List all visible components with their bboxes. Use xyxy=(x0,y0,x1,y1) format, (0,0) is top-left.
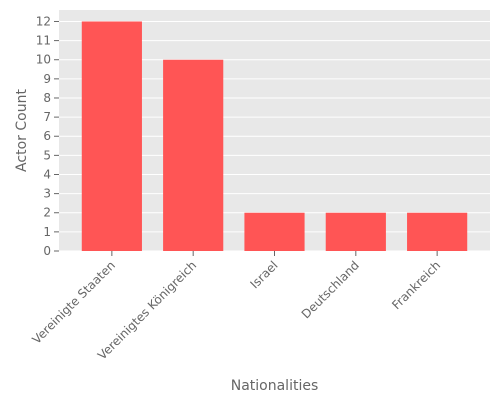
y-tick-label: 2 xyxy=(43,206,51,220)
y-tick-label: 6 xyxy=(43,129,51,143)
y-tick-label: 1 xyxy=(43,225,51,239)
x-tick-label: Israel xyxy=(248,258,281,291)
bars xyxy=(81,21,468,251)
y-axis-label: Actor Count xyxy=(14,89,30,172)
y-tick-label: 3 xyxy=(43,187,51,201)
bar-0 xyxy=(81,21,142,251)
y-tick-label: 9 xyxy=(43,72,51,86)
x-tick-label: Frankreich xyxy=(389,258,443,312)
x-tick-label: Deutschland xyxy=(299,258,362,321)
y-tick-label: 5 xyxy=(43,148,51,162)
y-tick-label: 0 xyxy=(43,244,51,258)
bar-3 xyxy=(325,212,386,251)
x-tick-label: Vereinigte Staaten xyxy=(29,258,118,347)
x-axis-label: Nationalities xyxy=(231,378,319,394)
y-tick-label: 8 xyxy=(43,91,51,105)
y-tick-label: 10 xyxy=(36,53,51,67)
y-tick-label: 4 xyxy=(43,167,51,181)
bar-4 xyxy=(407,212,468,251)
bar-2 xyxy=(244,212,305,251)
y-tick-label: 12 xyxy=(36,14,51,28)
y-tick-label: 7 xyxy=(43,110,51,124)
bar-1 xyxy=(163,59,224,251)
y-tick-label: 11 xyxy=(36,34,51,48)
